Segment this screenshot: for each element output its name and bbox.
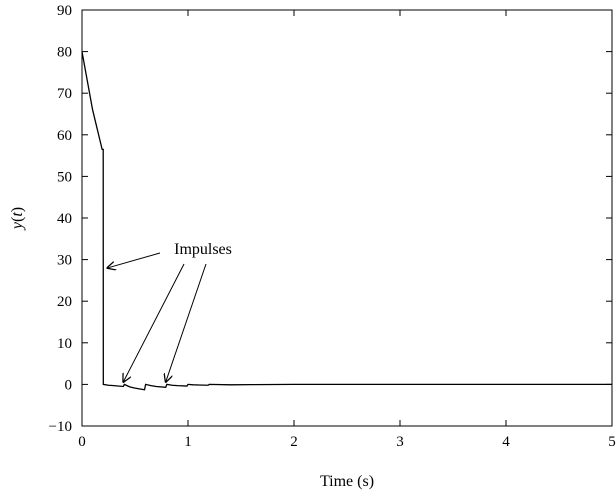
x-tick-label: 4 bbox=[502, 434, 510, 450]
y-tick-label: 30 bbox=[57, 253, 72, 269]
x-tick-label: 1 bbox=[184, 434, 192, 450]
x-axis-label: Time (s) bbox=[320, 473, 374, 490]
x-tick-label: 2 bbox=[290, 434, 298, 450]
y-tick-label: 20 bbox=[57, 294, 72, 310]
annotation-label: Impulses bbox=[174, 241, 232, 258]
x-tick-label: 3 bbox=[396, 434, 404, 450]
y-tick-label: 0 bbox=[65, 377, 73, 393]
axes: 0 1 2 3 4 5 −10 0 10 20 30 40 50 60 70 80 90 bbox=[49, 3, 616, 450]
x-tick-label: 5 bbox=[608, 434, 616, 450]
y-tick-label: 90 bbox=[57, 3, 72, 19]
y-tick-label: 40 bbox=[57, 211, 72, 227]
series-line bbox=[81, 51, 612, 391]
annotation-arrow bbox=[166, 263, 207, 382]
x-tick-label: 0 bbox=[78, 434, 86, 450]
y-tick-label: 50 bbox=[57, 169, 72, 185]
y-axis-label: y(t) bbox=[9, 207, 26, 231]
y-tick-label: 60 bbox=[57, 128, 72, 144]
plot-frame bbox=[81, 9, 613, 427]
annotation-arrow bbox=[107, 252, 161, 268]
annotations: Impulses bbox=[107, 241, 232, 382]
annotation-arrow bbox=[123, 263, 185, 382]
y-tick-label: 70 bbox=[57, 86, 72, 102]
y-tick-label: 10 bbox=[57, 336, 72, 352]
y-tick-label: 80 bbox=[57, 45, 72, 61]
y-tick-label: −10 bbox=[49, 419, 72, 435]
data-series bbox=[81, 51, 612, 391]
